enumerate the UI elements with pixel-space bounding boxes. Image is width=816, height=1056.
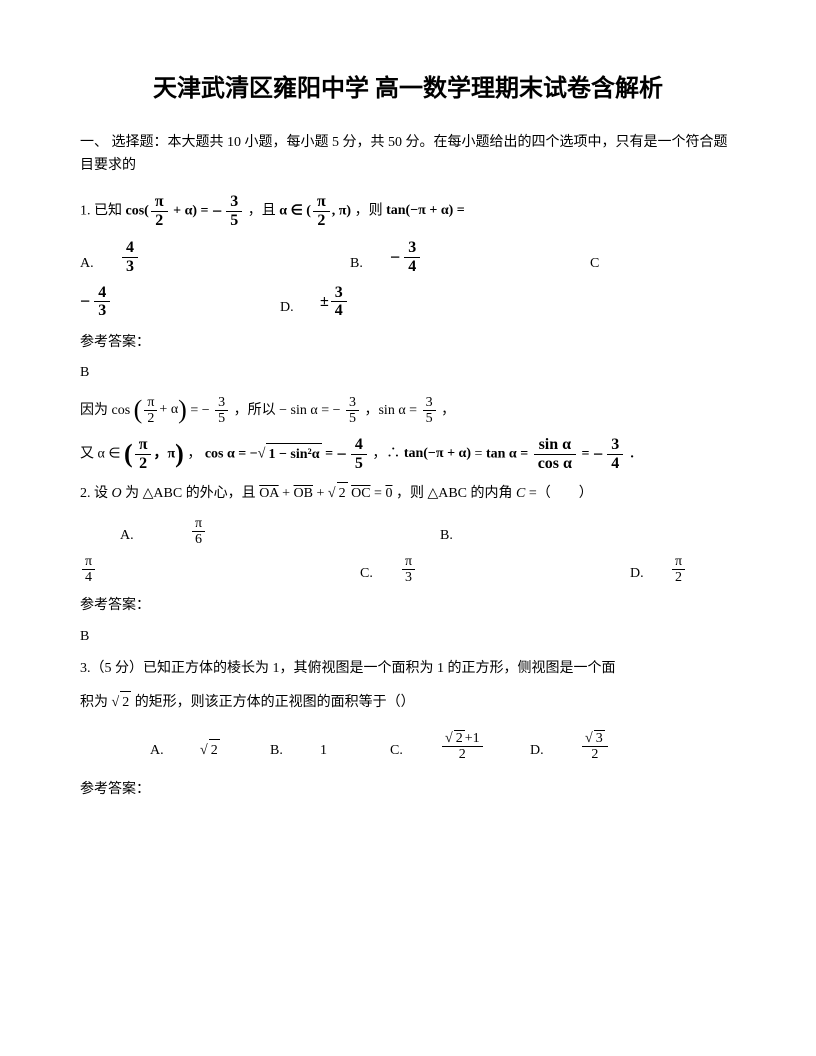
q2-D: D. [630,566,644,581]
q1-solution-line2: 又 α ∈ (π2，π) ， cos α = −√1 − sin²α = −45… [80,436,736,472]
q2-optA: π6 [192,516,205,548]
q2-t1: 为 [125,486,139,501]
q1-optB-label: B. [350,256,363,271]
q3-options: A. √2 B. 1 C. √2+12 D. √32 [150,730,736,763]
question-1: 1. 已知 cos(π2 + α) = −35 ，且 α ∈ (π2, π) ，… [80,193,736,229]
q2-optB: π4 [82,554,95,586]
q3-l2b: 的矩形，则该正方体的正视图的面积等于（） [135,695,415,710]
q3-optA: √2 [200,739,220,762]
rparen-icon: ) [178,397,187,423]
q1-sol-plusalpha: + α [159,399,178,421]
q1-optD-label: D. [280,300,294,315]
q1-sol2b: ， [187,447,201,462]
q1-optB-neg: − [390,243,400,272]
q1-options-row1: A. 43 B. −34 C [80,239,736,275]
q1-solution-line1: 因为 cos (π2 + α) = − 35 ，所以 − sin α = − 3… [80,395,736,427]
q2-B: B. [440,528,453,543]
q1-mid2: ，则 [355,203,383,218]
q1-sol1b: = − [190,403,209,418]
q1-mid1: ，且 [248,203,276,218]
q2-O: O [112,483,122,505]
q1-tan: tan(−π + α) = [386,200,465,222]
q1-sol-taneq: tan α = sin αcos α = −34 [486,436,625,472]
q1-optA-label: A. [80,256,94,271]
q2-optC: π3 [402,554,415,586]
q2-A: A. [120,528,134,543]
q1-options-row2: −43 D. ±34 [80,284,736,320]
q1-sol2a: 又 α ∈ [80,447,121,462]
q3-optB: 1 [320,743,327,758]
q1-answer-head: 参考答案： [80,332,736,354]
q3-optC: √2+12 [442,730,483,763]
q1-sol-cos: cos α = −√1 − sin²α = −45 [205,436,369,472]
lparen-icon: ( [134,397,143,423]
q1-sol1a: 因为 cos [80,403,130,418]
page-title: 天津武清区雍阳中学 高一数学理期末试卷含解析 [80,70,736,108]
q3-B: B. [270,743,283,758]
q3-C: C. [390,743,403,758]
question-2: 2. 设 O 为 △ABC 的外心，且 OA + OB + √2 OC = 0 … [80,482,736,505]
q1-sol1c: ，所以 − sin α = − [234,403,341,418]
section-1-head: 一、 选择题：本大题共 10 小题，每小题 5 分，共 50 分。在每小题给出的… [80,132,736,177]
q2-answer: B [80,626,736,648]
q1-optD-val: 34 [331,284,347,320]
q1-optC-label: C [590,256,599,271]
q1-sol-pi2: π2 [144,395,157,427]
q1-cos-expr: cos(π2 + α) = −35 [126,193,245,229]
q2-abc1: △ABC [143,483,183,505]
q2-answer-head: 参考答案： [80,595,736,617]
q2-t3: ，则 [396,486,424,501]
q1-optC-neg: − [80,287,90,316]
q1-range: α ∈ (π2, π) [279,193,351,229]
q1-sol1e: ， [441,403,455,418]
q1-optB-val: 34 [404,239,420,275]
q1-answer: B [80,362,736,384]
q1-sol-tan: tan(−π + α) [404,443,471,465]
q3-answer-head: 参考答案： [80,779,736,801]
q2-t4: 的内角 [471,486,513,501]
q3-D: D. [530,743,544,758]
q2-C: C [516,483,525,505]
q1-sol-35a: 35 [215,395,228,427]
q1-sol-35c: 35 [423,395,436,427]
q1-sol2d: = [475,447,483,462]
q2-options-row2: π4 C. π3 D. π2 [80,554,736,586]
q2-optD: π2 [672,554,685,586]
q2-abc2: △ABC [427,483,467,505]
q2-options-row1: A. π6 B. [80,516,736,548]
q1-prefix: 1. 已知 [80,203,122,218]
q2-prefix: 2. 设 [80,486,108,501]
q2-t2: 的外心，且 [186,486,256,501]
q3-A: A. [150,743,164,758]
q1-sol1d: ，sin α = [364,403,417,418]
q1-sol2e: ． [629,447,643,462]
q2-t5: =（ ） [529,486,593,501]
q3-optD: √32 [582,730,608,763]
q1-sol-35b: 35 [346,395,359,427]
q1-optC-val: 43 [94,284,110,320]
q1-sol2c: ，∴ [372,447,400,462]
q1-sol-range: (π2，π) [124,436,184,472]
q1-optA-val: 43 [122,239,138,275]
question-3-line2: 积为 √2 的矩形，则该正方体的正视图的面积等于（） [80,691,736,714]
q1-optD-pm: ± [320,289,329,315]
q3-sqrt2: √2 [112,691,132,714]
q2-vector-eq: OA + OB + √2 OC = 0 [259,482,392,505]
q3-l2a: 积为 [80,695,108,710]
q2-C-label: C. [360,566,373,581]
question-3-line1: 3.（5 分）已知正方体的棱长为 1，其俯视图是一个面积为 1 的正方形，侧视图… [80,658,736,680]
